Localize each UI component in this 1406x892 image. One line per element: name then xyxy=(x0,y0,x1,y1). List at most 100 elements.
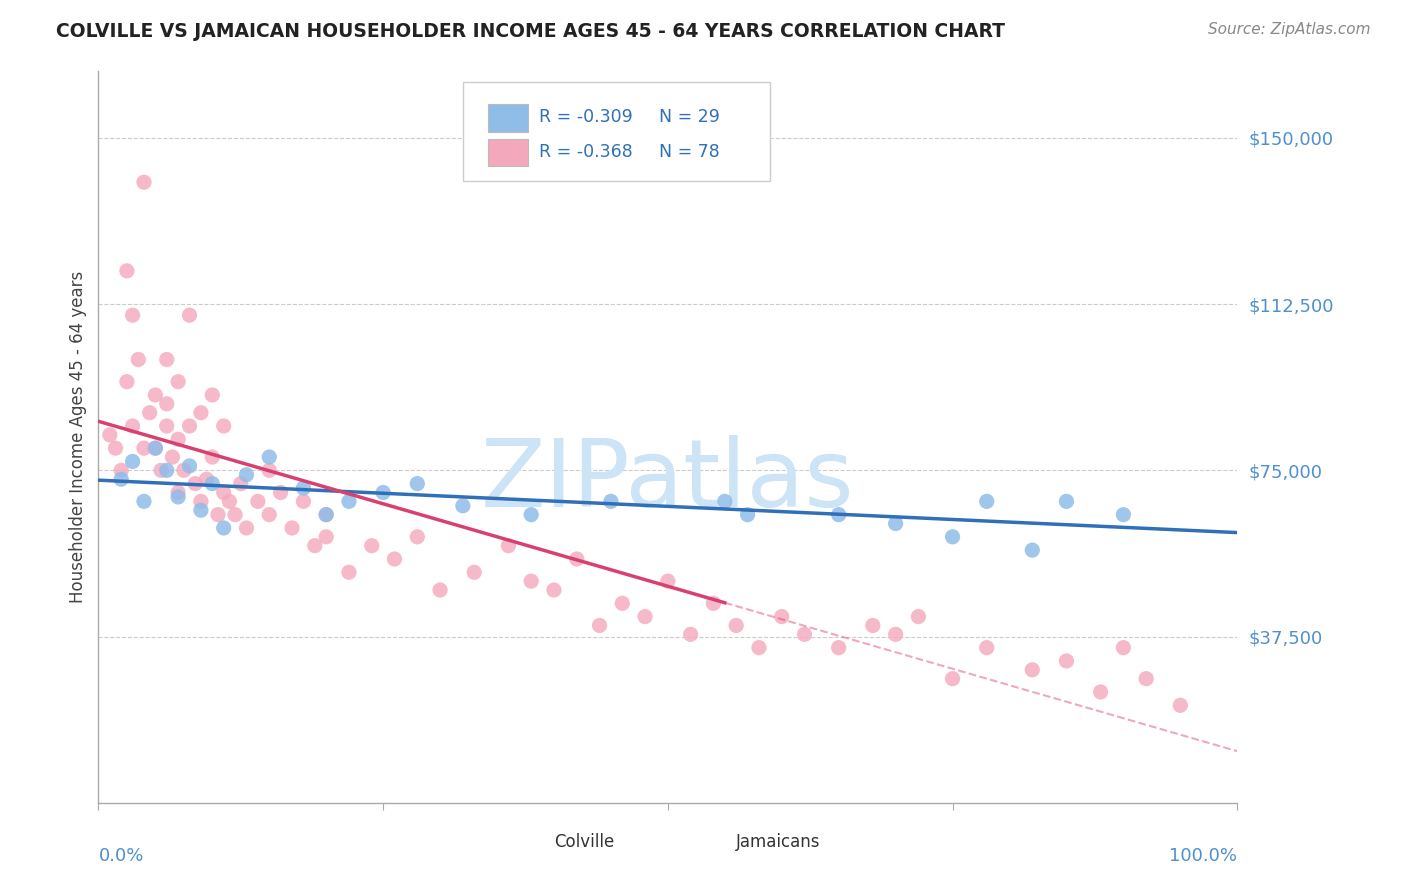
Bar xyxy=(488,104,527,132)
Point xyxy=(884,627,907,641)
Point xyxy=(498,539,520,553)
Point xyxy=(138,406,160,420)
Point xyxy=(132,175,155,189)
Point xyxy=(212,485,235,500)
Point xyxy=(907,609,929,624)
Point xyxy=(115,375,138,389)
Point xyxy=(218,494,240,508)
Text: R = -0.309: R = -0.309 xyxy=(538,109,633,127)
Text: R = -0.368: R = -0.368 xyxy=(538,143,633,161)
Point xyxy=(725,618,748,632)
Text: COLVILLE VS JAMAICAN HOUSEHOLDER INCOME AGES 45 - 64 YEARS CORRELATION CHART: COLVILLE VS JAMAICAN HOUSEHOLDER INCOME … xyxy=(56,22,1005,41)
Point xyxy=(190,494,212,508)
Point xyxy=(201,476,224,491)
Point xyxy=(315,508,337,522)
Point xyxy=(679,627,702,641)
Point xyxy=(132,494,155,508)
Point xyxy=(156,397,179,411)
Point xyxy=(110,472,132,486)
Point xyxy=(201,450,224,464)
Point xyxy=(976,640,998,655)
Point xyxy=(1021,663,1043,677)
Point xyxy=(429,582,451,597)
Point xyxy=(167,485,190,500)
Point xyxy=(167,432,190,446)
Point xyxy=(98,428,121,442)
Point xyxy=(235,521,257,535)
Point xyxy=(121,419,143,434)
Text: 100.0%: 100.0% xyxy=(1170,847,1237,864)
Point xyxy=(195,472,218,486)
Point xyxy=(127,352,149,367)
Point xyxy=(167,490,190,504)
Point xyxy=(145,441,167,455)
Point xyxy=(190,406,212,420)
Point xyxy=(451,499,474,513)
Point xyxy=(543,582,565,597)
Point xyxy=(179,458,201,473)
Point xyxy=(156,463,179,477)
Point xyxy=(1021,543,1043,558)
Point xyxy=(737,508,759,522)
Point xyxy=(702,596,724,610)
Point xyxy=(612,596,634,610)
Point xyxy=(224,508,246,522)
Point xyxy=(115,264,138,278)
Point xyxy=(520,508,543,522)
Point xyxy=(281,521,304,535)
Point xyxy=(145,441,167,455)
Point xyxy=(184,476,207,491)
Point xyxy=(315,508,337,522)
Point xyxy=(259,508,281,522)
Point xyxy=(714,494,737,508)
Text: ZIPatlas: ZIPatlas xyxy=(481,435,855,527)
Point xyxy=(179,419,201,434)
Point xyxy=(156,352,179,367)
Point xyxy=(145,388,167,402)
Point xyxy=(190,503,212,517)
Point xyxy=(520,574,543,589)
Point xyxy=(315,530,337,544)
Point xyxy=(292,481,315,495)
Point xyxy=(201,388,224,402)
Point xyxy=(565,552,588,566)
Point xyxy=(828,640,851,655)
Point xyxy=(942,530,965,544)
Point xyxy=(942,672,965,686)
Point xyxy=(270,485,292,500)
Point xyxy=(976,494,998,508)
Point xyxy=(384,552,406,566)
Point xyxy=(634,609,657,624)
Point xyxy=(360,539,382,553)
Point xyxy=(162,450,184,464)
Point xyxy=(406,530,429,544)
Point xyxy=(371,485,394,500)
Y-axis label: Householder Income Ages 45 - 64 years: Householder Income Ages 45 - 64 years xyxy=(69,271,87,603)
Point xyxy=(588,618,610,632)
Point xyxy=(207,508,229,522)
Point xyxy=(292,494,315,508)
Text: N = 29: N = 29 xyxy=(659,109,720,127)
Point xyxy=(406,476,429,491)
Point xyxy=(1056,654,1078,668)
Point xyxy=(104,441,127,455)
Point xyxy=(235,467,257,482)
Point xyxy=(156,419,179,434)
Point xyxy=(1090,685,1112,699)
Point xyxy=(657,574,679,589)
Point xyxy=(173,463,195,477)
Point xyxy=(121,454,143,468)
Bar xyxy=(488,138,527,167)
Point xyxy=(212,419,235,434)
Point xyxy=(121,308,143,322)
Point xyxy=(179,308,201,322)
Point xyxy=(259,463,281,477)
Point xyxy=(1112,508,1135,522)
Point xyxy=(600,494,623,508)
Bar xyxy=(509,834,543,858)
Point xyxy=(304,539,326,553)
Point xyxy=(1056,494,1078,508)
Point xyxy=(1170,698,1192,713)
Bar xyxy=(690,834,725,858)
FancyBboxPatch shape xyxy=(463,82,770,181)
